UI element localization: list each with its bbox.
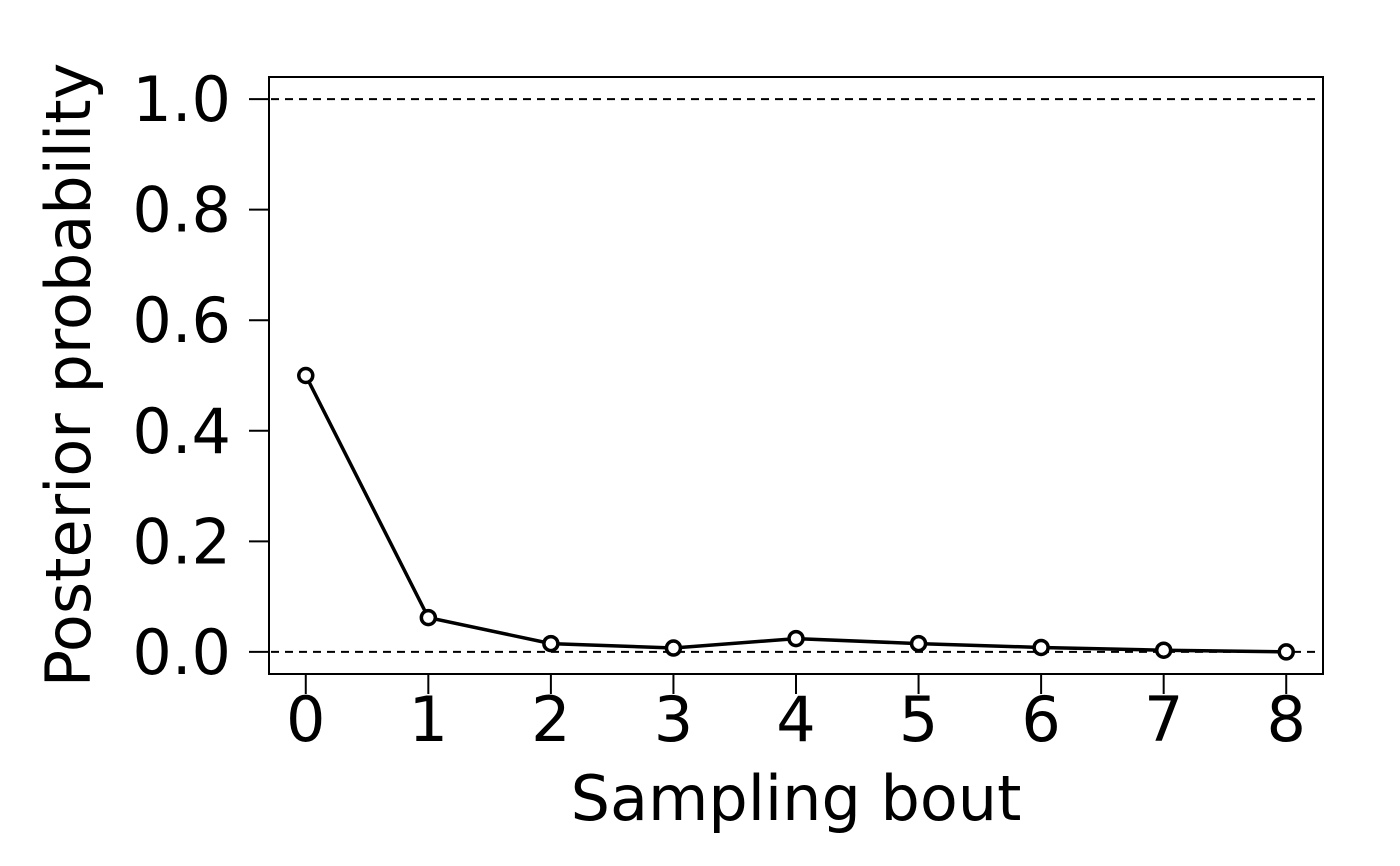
data-point-2 bbox=[542, 634, 560, 653]
x-tick-label-1: 1 bbox=[409, 683, 448, 756]
y-axis-label: Posterior probability bbox=[32, 63, 105, 688]
y-tick-label-4: 0.8 bbox=[132, 174, 231, 247]
x-tick-label-3: 3 bbox=[654, 683, 693, 756]
data-point-4 bbox=[787, 629, 805, 648]
data-point-6 bbox=[1032, 638, 1050, 657]
data-point-0 bbox=[297, 366, 315, 385]
reference-lines bbox=[271, 98, 1321, 653]
y-axis: 0.0 0.2 0.4 0.6 0.8 1.0 bbox=[132, 63, 269, 689]
data-point-7 bbox=[1154, 641, 1173, 659]
series-line-0 bbox=[304, 374, 1287, 654]
data-point-1 bbox=[419, 608, 438, 627]
plot-frame bbox=[268, 76, 1324, 675]
y-tick-label-0: 0.0 bbox=[132, 616, 231, 689]
x-tick-label-0: 0 bbox=[286, 683, 325, 756]
y-tick-label-2: 0.4 bbox=[132, 395, 231, 468]
x-tick-label-8: 8 bbox=[1267, 683, 1306, 756]
data-point-8 bbox=[1277, 643, 1295, 661]
data-point-3 bbox=[664, 639, 683, 657]
x-tick-label-2: 2 bbox=[531, 683, 570, 756]
data-point-5 bbox=[909, 634, 928, 653]
y-tick-label-1: 0.2 bbox=[132, 505, 231, 578]
x-axis: 0 1 2 3 4 5 6 7 8 bbox=[286, 674, 1306, 756]
x-tick-label-6: 6 bbox=[1021, 683, 1060, 756]
y-tick-label-5: 1.0 bbox=[132, 63, 231, 136]
x-tick-label-4: 4 bbox=[776, 683, 815, 756]
x-tick-label-7: 7 bbox=[1144, 683, 1183, 756]
x-axis-label: Sampling bout bbox=[571, 762, 1022, 835]
data-series bbox=[297, 366, 1295, 661]
x-tick-label-5: 5 bbox=[899, 683, 938, 756]
y-tick-label-3: 0.6 bbox=[132, 284, 231, 357]
